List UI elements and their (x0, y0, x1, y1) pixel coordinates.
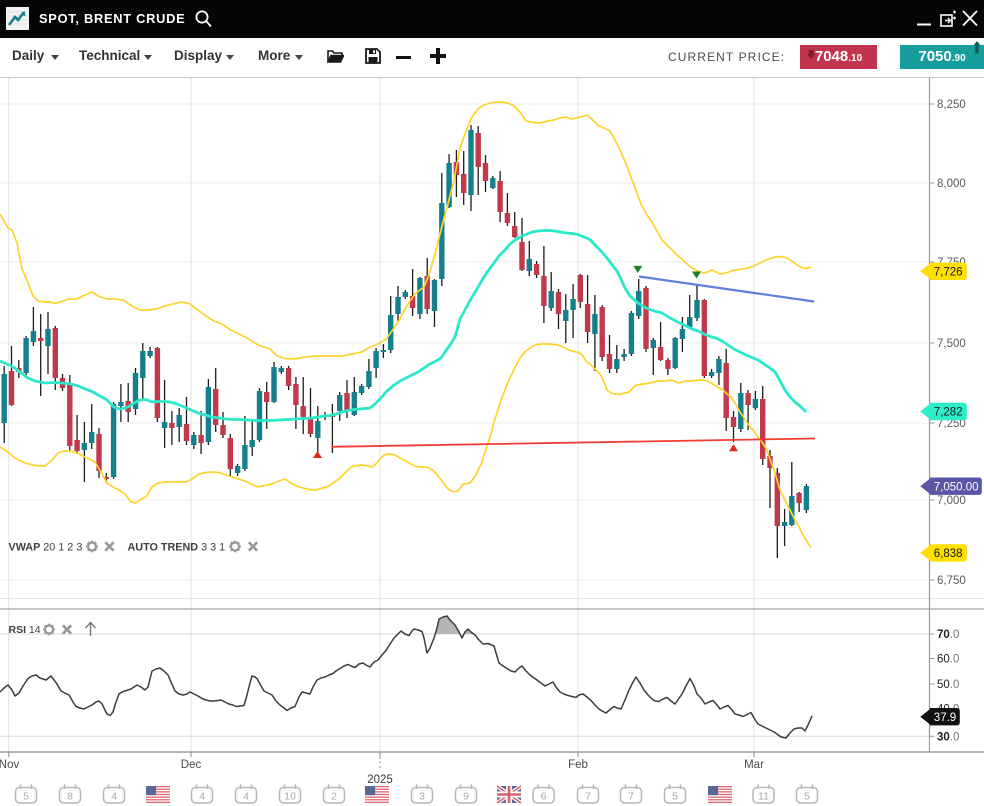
svg-text:8,250: 8,250 (937, 99, 966, 111)
svg-text:37.9: 37.9 (934, 712, 956, 724)
svg-text:6,838: 6,838 (934, 548, 963, 560)
svg-text:6,750: 6,750 (937, 575, 966, 587)
svg-text:RSI 14: RSI 14 (9, 624, 41, 636)
svg-text:7,282: 7,282 (934, 407, 963, 419)
svg-text:AUTO TREND 3 3 1: AUTO TREND 3 3 1 (128, 542, 226, 554)
svg-text:VWAP 20 1 2 3: VWAP 20 1 2 3 (9, 542, 83, 554)
svg-text:7,500: 7,500 (937, 338, 966, 350)
svg-text:8: 8 (67, 790, 73, 802)
svg-text:5: 5 (23, 790, 29, 802)
svg-text:8,000: 8,000 (937, 178, 966, 190)
svg-text:60.0: 60.0 (937, 654, 959, 666)
svg-text:4: 4 (111, 790, 117, 802)
svg-text:Dec: Dec (181, 759, 202, 771)
svg-text:4: 4 (199, 790, 205, 802)
svg-text:3: 3 (419, 790, 425, 802)
svg-text:7: 7 (585, 790, 591, 802)
svg-text:Mar: Mar (744, 759, 764, 771)
svg-text:6: 6 (541, 790, 547, 802)
svg-text:5: 5 (804, 790, 810, 802)
svg-text:Nov: Nov (0, 759, 19, 771)
svg-text:50.0: 50.0 (937, 679, 959, 691)
svg-text:30.0: 30.0 (937, 731, 959, 743)
svg-text:7,050.00: 7,050.00 (934, 481, 979, 493)
svg-text:7,726: 7,726 (934, 267, 963, 279)
svg-text:70.0: 70.0 (937, 629, 959, 641)
svg-text:2: 2 (331, 790, 337, 802)
svg-text:11: 11 (758, 790, 769, 802)
svg-text:4: 4 (243, 790, 249, 802)
svg-text:9: 9 (463, 790, 469, 802)
svg-text:5: 5 (672, 790, 678, 802)
svg-text:7: 7 (628, 790, 634, 802)
svg-text:Feb: Feb (568, 759, 588, 771)
svg-text:7,250: 7,250 (937, 418, 966, 430)
svg-text:7,000: 7,000 (937, 495, 966, 507)
svg-text:2025: 2025 (367, 774, 393, 786)
svg-text:10: 10 (284, 790, 296, 802)
